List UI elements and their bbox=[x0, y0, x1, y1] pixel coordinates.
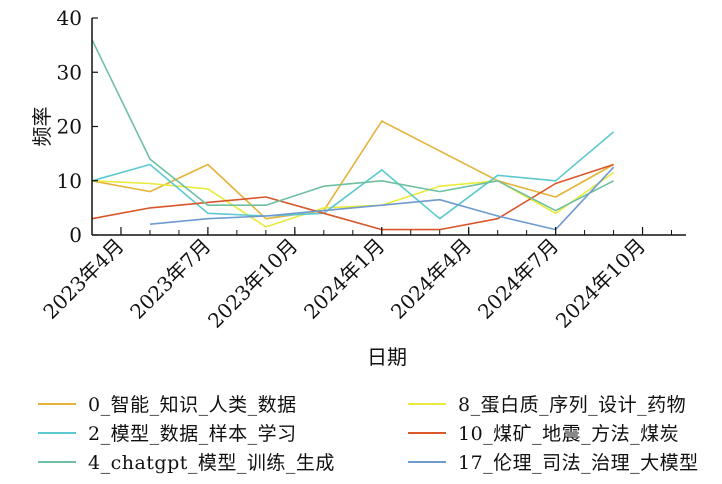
x-tick-label-0: 2023年4月 bbox=[38, 234, 128, 324]
legend-item-0: 0_智能_知识_人类_数据 bbox=[38, 390, 408, 417]
series-layer bbox=[91, 39, 615, 231]
y-tick-label-2: 20 bbox=[57, 115, 82, 139]
series-line-2 bbox=[91, 131, 615, 220]
legend: 0_智能_知识_人类_数据 8_蛋白质_序列_设计_药物 2_模型_数据_样本_学习… bbox=[38, 390, 718, 475]
y-axis-title: 频率 bbox=[30, 107, 54, 147]
x-tick-label-1: 2023年7月 bbox=[125, 234, 215, 324]
series-line-4 bbox=[91, 39, 614, 212]
y-tick-label-0: 0 bbox=[69, 223, 82, 247]
legend-swatch-5 bbox=[408, 460, 446, 463]
x-tick-label-6: 2024年10月 bbox=[551, 234, 650, 333]
series-line-3 bbox=[91, 163, 614, 231]
x-tick-label-5: 2024年7月 bbox=[473, 234, 563, 324]
y-tick-label-3: 30 bbox=[57, 60, 82, 84]
legend-swatch-4 bbox=[38, 460, 76, 463]
legend-swatch-2 bbox=[38, 431, 76, 434]
legend-item-2: 2_模型_数据_样本_学习 bbox=[38, 419, 408, 446]
series-line-5 bbox=[149, 166, 615, 231]
legend-label-1: 8_蛋白质_序列_设计_药物 bbox=[458, 394, 687, 416]
x-tick-label-2: 2023年10月 bbox=[203, 234, 302, 333]
y-tick-label-4: 40 bbox=[57, 6, 82, 30]
line-chart: 0102030402023年4月2023年7月2023年10月2024年1月20… bbox=[30, 6, 686, 369]
series-line-1 bbox=[91, 171, 615, 228]
x-tick-label-4: 2024年4月 bbox=[386, 234, 476, 324]
legend-label-2: 2_模型_数据_样本_学习 bbox=[88, 423, 297, 445]
y-tick-label-1: 10 bbox=[57, 169, 82, 193]
legend-label-5: 17_伦理_司法_治理_大模型 bbox=[458, 452, 699, 474]
legend-label-3: 10_煤矿_地震_方法_煤炭 bbox=[458, 423, 680, 445]
legend-swatch-0 bbox=[38, 402, 76, 405]
legend-label-0: 0_智能_知识_人类_数据 bbox=[88, 394, 297, 416]
legend-label-4: 4_chatgpt_模型_训练_生成 bbox=[88, 452, 335, 474]
legend-swatch-1 bbox=[408, 402, 446, 405]
legend-item-4: 4_chatgpt_模型_训练_生成 bbox=[38, 448, 408, 475]
x-axis-title: 日期 bbox=[367, 345, 407, 369]
legend-swatch-3 bbox=[408, 431, 446, 434]
x-tick-label-3: 2024年1月 bbox=[299, 234, 389, 324]
legend-item-1: 8_蛋白质_序列_设计_药物 bbox=[408, 390, 718, 417]
legend-item-5: 17_伦理_司法_治理_大模型 bbox=[408, 448, 718, 475]
legend-item-3: 10_煤矿_地震_方法_煤炭 bbox=[408, 419, 718, 446]
series-line-0 bbox=[91, 120, 614, 220]
